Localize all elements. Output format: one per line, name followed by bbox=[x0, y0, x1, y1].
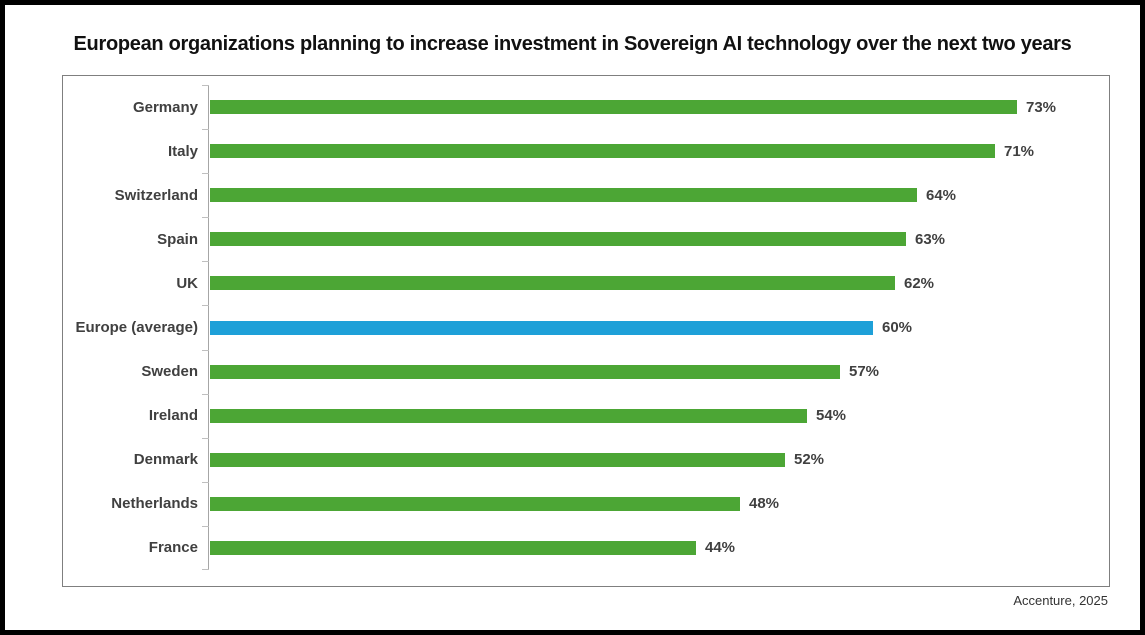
category-label: Denmark bbox=[133, 451, 198, 469]
bar-row: UK 62% bbox=[63, 261, 1109, 305]
value-label: 63% bbox=[915, 230, 946, 248]
bar-row: France 44% bbox=[63, 526, 1109, 570]
category-label: UK bbox=[176, 274, 198, 292]
bar-row: Ireland 54% bbox=[63, 394, 1109, 438]
value-label: 52% bbox=[794, 451, 825, 469]
bar-row: Switzerland 64% bbox=[63, 173, 1109, 217]
bar-row: Sweden 57% bbox=[63, 350, 1109, 394]
value-label: 73% bbox=[1026, 98, 1057, 116]
category-label: Ireland bbox=[148, 407, 198, 425]
bar-row: Italy 71% bbox=[63, 129, 1109, 173]
category-label: Netherlands bbox=[111, 495, 198, 513]
bar-row: Europe (average) 60% bbox=[63, 305, 1109, 349]
bar bbox=[210, 408, 807, 423]
value-label: 54% bbox=[816, 407, 847, 425]
chart-box: Germany 73% Italy 71% Switzerland 64% Sp… bbox=[62, 75, 1110, 587]
category-label: Sweden bbox=[141, 363, 198, 381]
bar bbox=[210, 364, 840, 379]
category-label: Europe (average) bbox=[75, 319, 198, 337]
value-label: 48% bbox=[749, 495, 780, 513]
category-label: Switzerland bbox=[114, 186, 198, 204]
bar bbox=[210, 188, 917, 203]
bar bbox=[210, 100, 1017, 115]
bar bbox=[210, 496, 740, 511]
bar-rows: Germany 73% Italy 71% Switzerland 64% Sp… bbox=[63, 85, 1109, 570]
bar bbox=[210, 452, 785, 467]
category-label: Germany bbox=[132, 98, 198, 116]
category-label: Spain bbox=[157, 230, 198, 248]
value-label: 64% bbox=[926, 186, 957, 204]
bar bbox=[210, 144, 995, 159]
value-label: 57% bbox=[849, 363, 880, 381]
bar-row: Germany 73% bbox=[63, 85, 1109, 129]
bar-row: Spain 63% bbox=[63, 217, 1109, 261]
category-label: France bbox=[148, 539, 198, 557]
bar bbox=[210, 232, 906, 247]
chart-title: European organizations planning to incre… bbox=[73, 33, 1072, 55]
bar bbox=[210, 276, 895, 291]
bar-row: Netherlands 48% bbox=[63, 482, 1109, 526]
bar bbox=[210, 540, 696, 555]
value-label: 44% bbox=[705, 539, 736, 557]
bar bbox=[210, 320, 873, 335]
plot-area: Germany 73% Italy 71% Switzerland 64% Sp… bbox=[63, 85, 1109, 570]
value-label: 71% bbox=[1004, 142, 1035, 160]
category-label: Italy bbox=[167, 142, 198, 160]
value-label: 62% bbox=[904, 274, 935, 292]
bar-row: Denmark 52% bbox=[63, 438, 1109, 482]
value-label: 60% bbox=[882, 319, 913, 337]
source-attribution: Accenture, 2025 bbox=[1013, 593, 1108, 608]
